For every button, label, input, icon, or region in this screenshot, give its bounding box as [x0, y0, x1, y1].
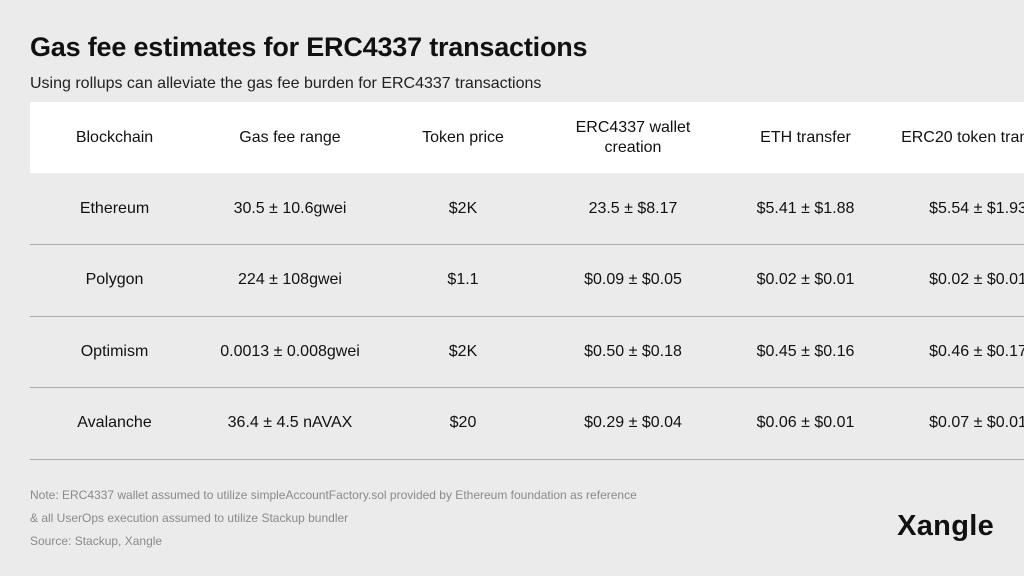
cell-erc20-transfer: $0.07 ± $0.01 [890, 387, 1024, 460]
cell-token-price: $20 [381, 387, 545, 460]
cell-gas-fee-range: 0.0013 ± 0.008gwei [199, 316, 381, 388]
cell-token-price: $2K [381, 316, 545, 388]
chart-subtitle: Using rollups can alleviate the gas fee … [30, 75, 542, 92]
cell-erc20-transfer: $5.54 ± $1.93 [890, 173, 1024, 245]
header-eth-transfer: ETH transfer [760, 128, 851, 146]
header-token-price: Token price [422, 128, 504, 146]
cell-gas-fee-range: 224 ± 108gwei [199, 244, 381, 317]
footnotes: Note: ERC4337 wallet assumed to utilize … [30, 484, 637, 553]
cell-token-price: $1.1 [381, 244, 545, 317]
cell-gas-fee-range: 36.4 ± 4.5 nAVAX [199, 387, 381, 460]
cell-wallet-creation: 23.5 ± $8.17 [545, 173, 721, 245]
table-row: Optimism 0.0013 ± 0.008gwei $2K $0.50 ± … [30, 316, 1024, 388]
cell-wallet-creation: $0.09 ± $0.05 [545, 244, 721, 317]
header-gas-fee-range: Gas fee range [239, 128, 341, 146]
table-header-row: Blockchain Gas fee range Token price ERC… [30, 102, 1024, 173]
cell-erc20-transfer: $0.02 ± $0.01 [890, 244, 1024, 317]
source-line: Source: Stackup, Xangle [30, 534, 163, 548]
cell-blockchain: Optimism [30, 316, 199, 388]
cell-erc20-transfer: $0.46 ± $0.17 [890, 316, 1024, 388]
xangle-logo: Xangle [897, 510, 994, 542]
cell-wallet-creation: $0.50 ± $0.18 [545, 316, 721, 388]
cell-eth-transfer: $5.41 ± $1.88 [721, 173, 890, 245]
fee-table-container: Blockchain Gas fee range Token price ERC… [30, 102, 1024, 460]
header-blockchain: Blockchain [75, 128, 154, 146]
table-row: Avalanche 36.4 ± 4.5 nAVAX $20 $0.29 ± $… [30, 387, 1024, 460]
fee-table: Blockchain Gas fee range Token price ERC… [30, 102, 1024, 460]
cell-wallet-creation: $0.29 ± $0.04 [545, 387, 721, 460]
cell-blockchain: Polygon [30, 244, 199, 317]
header-wallet-creation: ERC4337 wallet creation [575, 118, 691, 156]
cell-eth-transfer: $0.06 ± $0.01 [721, 387, 890, 460]
note-line-1: Note: ERC4337 wallet assumed to utilize … [30, 488, 637, 502]
cell-token-price: $2K [381, 173, 545, 245]
cell-blockchain: Ethereum [30, 173, 199, 245]
table-row: Ethereum 30.5 ± 10.6gwei $2K 23.5 ± $8.1… [30, 173, 1024, 245]
cell-gas-fee-range: 30.5 ± 10.6gwei [199, 173, 381, 245]
chart-title: Gas fee estimates for ERC4337 transactio… [30, 32, 588, 62]
cell-blockchain: Avalanche [30, 387, 199, 460]
table-row: Polygon 224 ± 108gwei $1.1 $0.09 ± $0.05… [30, 244, 1024, 317]
note-line-2: & all UserOps execution assumed to utili… [30, 511, 349, 525]
cell-eth-transfer: $0.45 ± $0.16 [721, 316, 890, 388]
cell-eth-transfer: $0.02 ± $0.01 [721, 244, 890, 317]
header-erc20-transfer: ERC20 token transfer [901, 128, 1024, 146]
